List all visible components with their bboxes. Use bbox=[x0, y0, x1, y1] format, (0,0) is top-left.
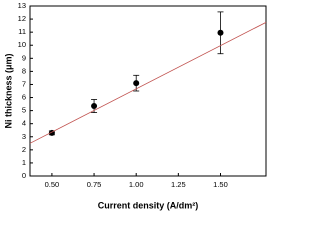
y-tick-label: 5 bbox=[22, 106, 26, 115]
marker bbox=[133, 80, 140, 87]
plot-frame bbox=[29, 5, 267, 177]
y-axis-label: Ni thickness (μm) bbox=[3, 53, 13, 128]
x-axis-label: Current density (A/dm²) bbox=[98, 200, 199, 210]
page: Current density (A/dm²) Ni thickness (μm… bbox=[3, 0, 267, 211]
marker bbox=[91, 103, 98, 110]
y-tick-label: 8 bbox=[22, 66, 26, 75]
chart: Current density (A/dm²) Ni thickness (μm… bbox=[3, 1, 267, 210]
y-tick-label: 9 bbox=[22, 53, 26, 62]
x-tick-label: 1.25 bbox=[171, 180, 186, 189]
fit-line bbox=[29, 21, 267, 144]
y-tick-label: 7 bbox=[22, 79, 26, 88]
y-tick-label: 6 bbox=[22, 93, 26, 102]
x-tick-label: 0.75 bbox=[87, 180, 102, 189]
x-tick-label: 1.00 bbox=[129, 180, 144, 189]
y-tick-label: 1 bbox=[22, 158, 26, 167]
y-tick-label: 2 bbox=[22, 145, 26, 154]
y-tick-label: 4 bbox=[22, 119, 26, 128]
y-tick-label: 10 bbox=[18, 40, 26, 49]
marker bbox=[217, 29, 224, 36]
y-tick-label: 12 bbox=[18, 14, 26, 23]
y-tick-label: 0 bbox=[22, 171, 26, 180]
y-tick-label: 3 bbox=[22, 132, 26, 141]
y-tick-label: 13 bbox=[18, 1, 26, 10]
y-tick-label: 11 bbox=[18, 27, 26, 36]
x-tick-label: 1.50 bbox=[213, 180, 228, 189]
x-tick-label: 0.50 bbox=[45, 180, 60, 189]
